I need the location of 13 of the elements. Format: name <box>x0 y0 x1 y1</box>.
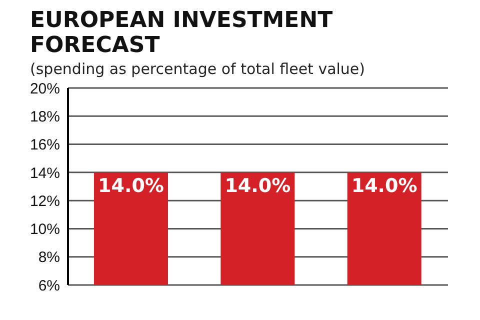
y-tick-label: 6% <box>38 277 60 294</box>
data-label: 14.0% <box>98 174 164 197</box>
y-tick-label: 18% <box>30 108 60 126</box>
data-label: 14.0% <box>351 174 418 197</box>
y-tick-label: 8% <box>38 249 60 266</box>
y-tick-label: 20% <box>30 80 60 98</box>
y-tick-label: 14% <box>30 164 60 182</box>
chart-title: EUROPEAN INVESTMENT FORECAST <box>30 8 334 58</box>
y-tick-label: 12% <box>30 192 60 210</box>
y-tick-label: 16% <box>30 136 60 154</box>
y-tick-label: 10% <box>30 221 60 238</box>
data-label: 14.0% <box>224 174 291 197</box>
chart-subtitle: (spending as percentage of total fleet value) <box>30 60 366 78</box>
